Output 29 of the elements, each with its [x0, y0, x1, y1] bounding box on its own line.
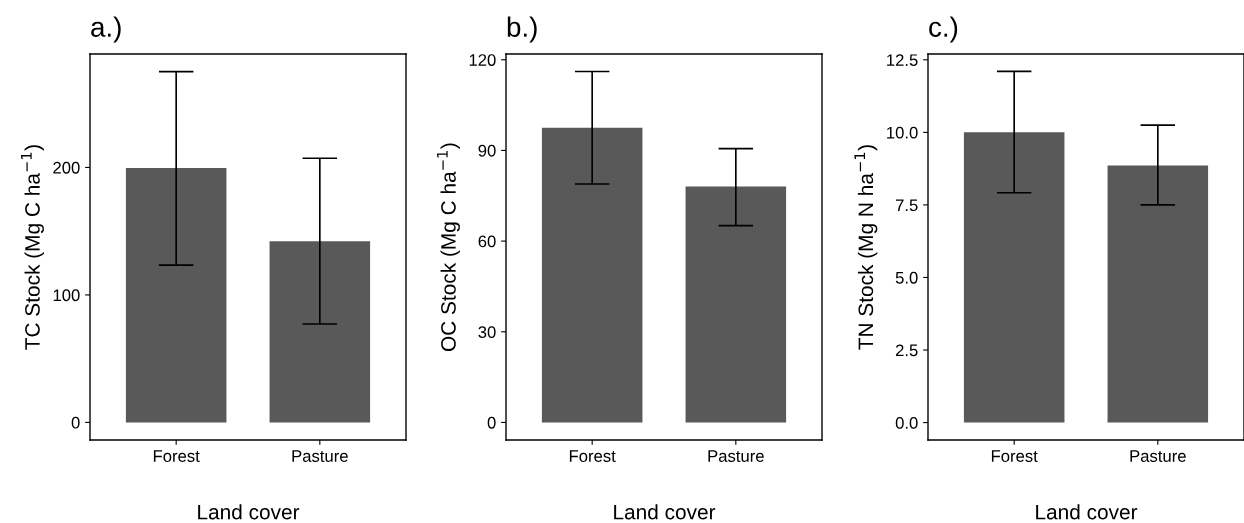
y-tick-label: 100 — [53, 289, 80, 302]
y-tick-label: 30 — [478, 326, 496, 338]
x-axis-title: Land cover — [614, 504, 716, 520]
y-tick-label: 2.5 — [895, 344, 918, 357]
x-tick-label: Pasture — [292, 450, 348, 462]
x-axis-title: Land cover — [198, 504, 300, 520]
y-tick-label: 10.0 — [887, 126, 918, 139]
y-tick-label: 0 — [487, 416, 496, 429]
x-tick-label: Forest — [153, 450, 200, 462]
y-tick-label: 0.0 — [895, 416, 918, 429]
y-tick-label: 0 — [71, 416, 80, 429]
chart-title: b.) — [507, 16, 537, 43]
y-tick-label: 5.0 — [895, 271, 918, 284]
x-tick-label: Forest — [991, 450, 1038, 462]
y-tick-label: 120 — [469, 54, 496, 66]
y-tick-label: 7.5 — [895, 199, 918, 212]
y-axis-title: OC Stock (Mg C ha$^{−1}$) — [437, 143, 460, 352]
x-tick-label: Pasture — [1130, 450, 1186, 462]
x-tick-label: Pasture — [708, 450, 764, 462]
y-tick-label: 90 — [478, 144, 496, 157]
y-tick-label: 60 — [478, 235, 496, 248]
chart-title: a.) — [91, 16, 121, 43]
y-tick-label: 200 — [53, 161, 80, 174]
y-axis-title: TC Stock (Mg C ha$^{−1}$) — [21, 145, 44, 350]
y-axis-title: TN Stock (Mg N ha$^{−1}$) — [854, 145, 878, 350]
y-tick-label: 12.5 — [887, 54, 918, 67]
x-tick-label: Forest — [569, 450, 616, 462]
x-axis-title: Land cover — [1036, 504, 1138, 520]
chart-title: c.) — [929, 16, 958, 43]
